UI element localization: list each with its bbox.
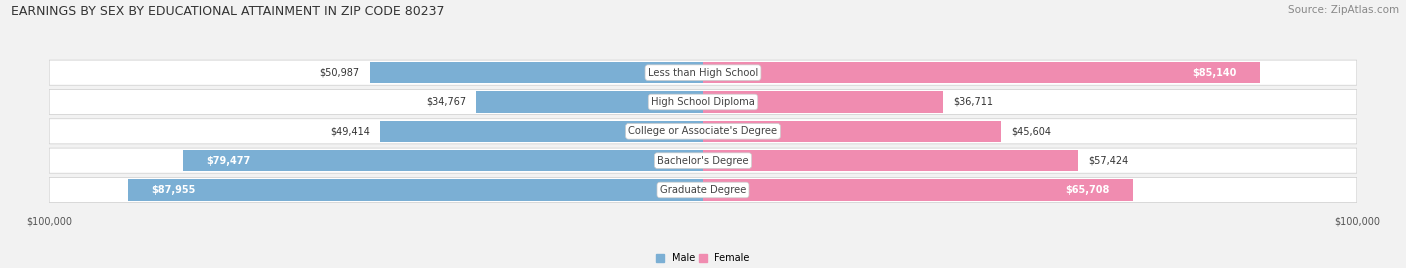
Bar [703,62,1260,83]
Bar [380,121,703,142]
Bar [128,179,703,200]
Text: $79,477: $79,477 [207,156,250,166]
Bar [703,91,943,113]
Text: EARNINGS BY SEX BY EDUCATIONAL ATTAINMENT IN ZIP CODE 80237: EARNINGS BY SEX BY EDUCATIONAL ATTAINMEN… [11,5,444,18]
Text: $36,711: $36,711 [953,97,993,107]
FancyBboxPatch shape [49,60,1357,85]
FancyBboxPatch shape [49,148,1357,173]
Text: $65,708: $65,708 [1066,185,1109,195]
Text: Less than High School: Less than High School [648,68,758,78]
Bar [703,179,1133,200]
FancyBboxPatch shape [49,90,1357,114]
Text: $34,767: $34,767 [426,97,465,107]
Bar [183,150,703,171]
Text: College or Associate's Degree: College or Associate's Degree [628,126,778,136]
Text: $50,987: $50,987 [319,68,360,78]
Bar [370,62,703,83]
Text: $85,140: $85,140 [1192,68,1237,78]
Text: $49,414: $49,414 [330,126,370,136]
Text: Source: ZipAtlas.com: Source: ZipAtlas.com [1288,5,1399,15]
FancyBboxPatch shape [49,119,1357,144]
FancyBboxPatch shape [49,177,1357,203]
Bar [703,121,1001,142]
Legend: Male, Female: Male, Female [657,253,749,263]
Text: $45,604: $45,604 [1011,126,1050,136]
Text: $57,424: $57,424 [1088,156,1129,166]
Bar [475,91,703,113]
Text: High School Diploma: High School Diploma [651,97,755,107]
Text: $87,955: $87,955 [150,185,195,195]
Text: Bachelor's Degree: Bachelor's Degree [657,156,749,166]
Bar [703,150,1078,171]
Text: Graduate Degree: Graduate Degree [659,185,747,195]
